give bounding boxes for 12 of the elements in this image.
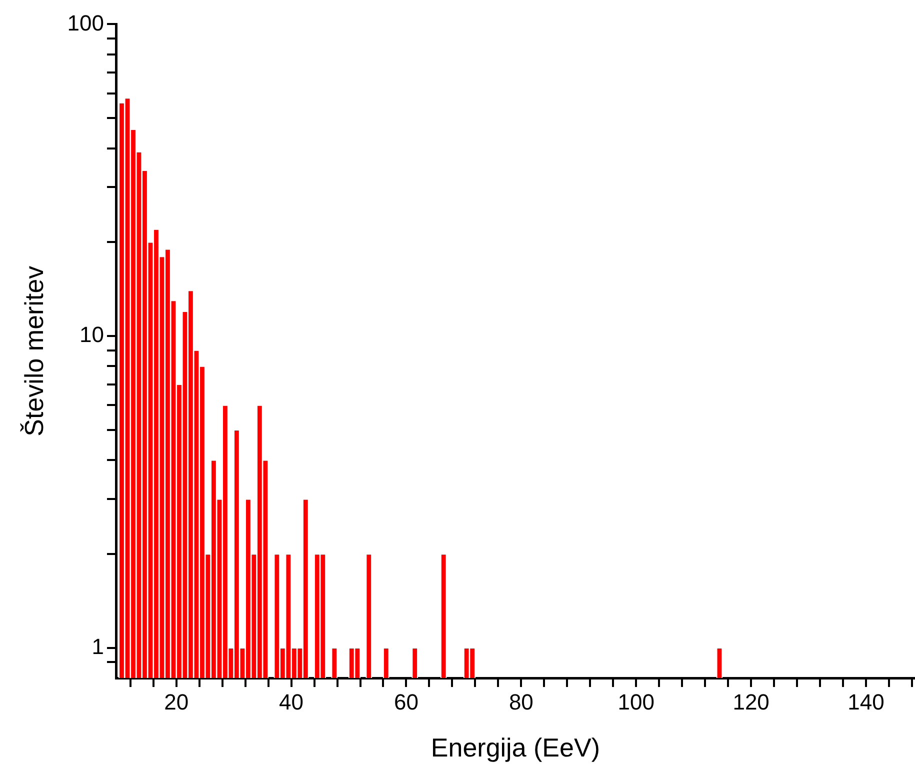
x-tick-label: 20 <box>164 689 189 714</box>
y-tick-label: 10 <box>80 322 104 348</box>
y-tick-label: 1 <box>92 634 104 659</box>
x-tick-label: 120 <box>732 689 770 714</box>
y-tick-label: 100 <box>67 10 104 36</box>
y-axis-title: Število meritev <box>18 266 49 436</box>
x-tick-label: 100 <box>618 689 654 714</box>
x-tick-label: 80 <box>508 689 534 714</box>
x-tick-label: 40 <box>279 689 304 714</box>
x-tick-label: 140 <box>848 689 884 714</box>
x-axis-title: Energija (EeV) <box>430 732 600 763</box>
x-tick-label: 60 <box>394 689 418 714</box>
